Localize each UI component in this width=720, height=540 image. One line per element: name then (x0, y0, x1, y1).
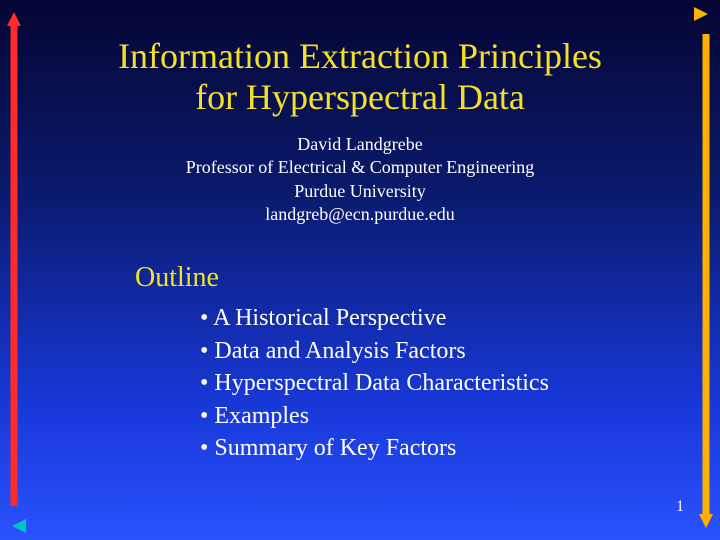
page-number: 1 (676, 498, 684, 516)
slide: Information Extraction Principles for Hy… (0, 0, 720, 540)
decorative-border (0, 0, 720, 540)
